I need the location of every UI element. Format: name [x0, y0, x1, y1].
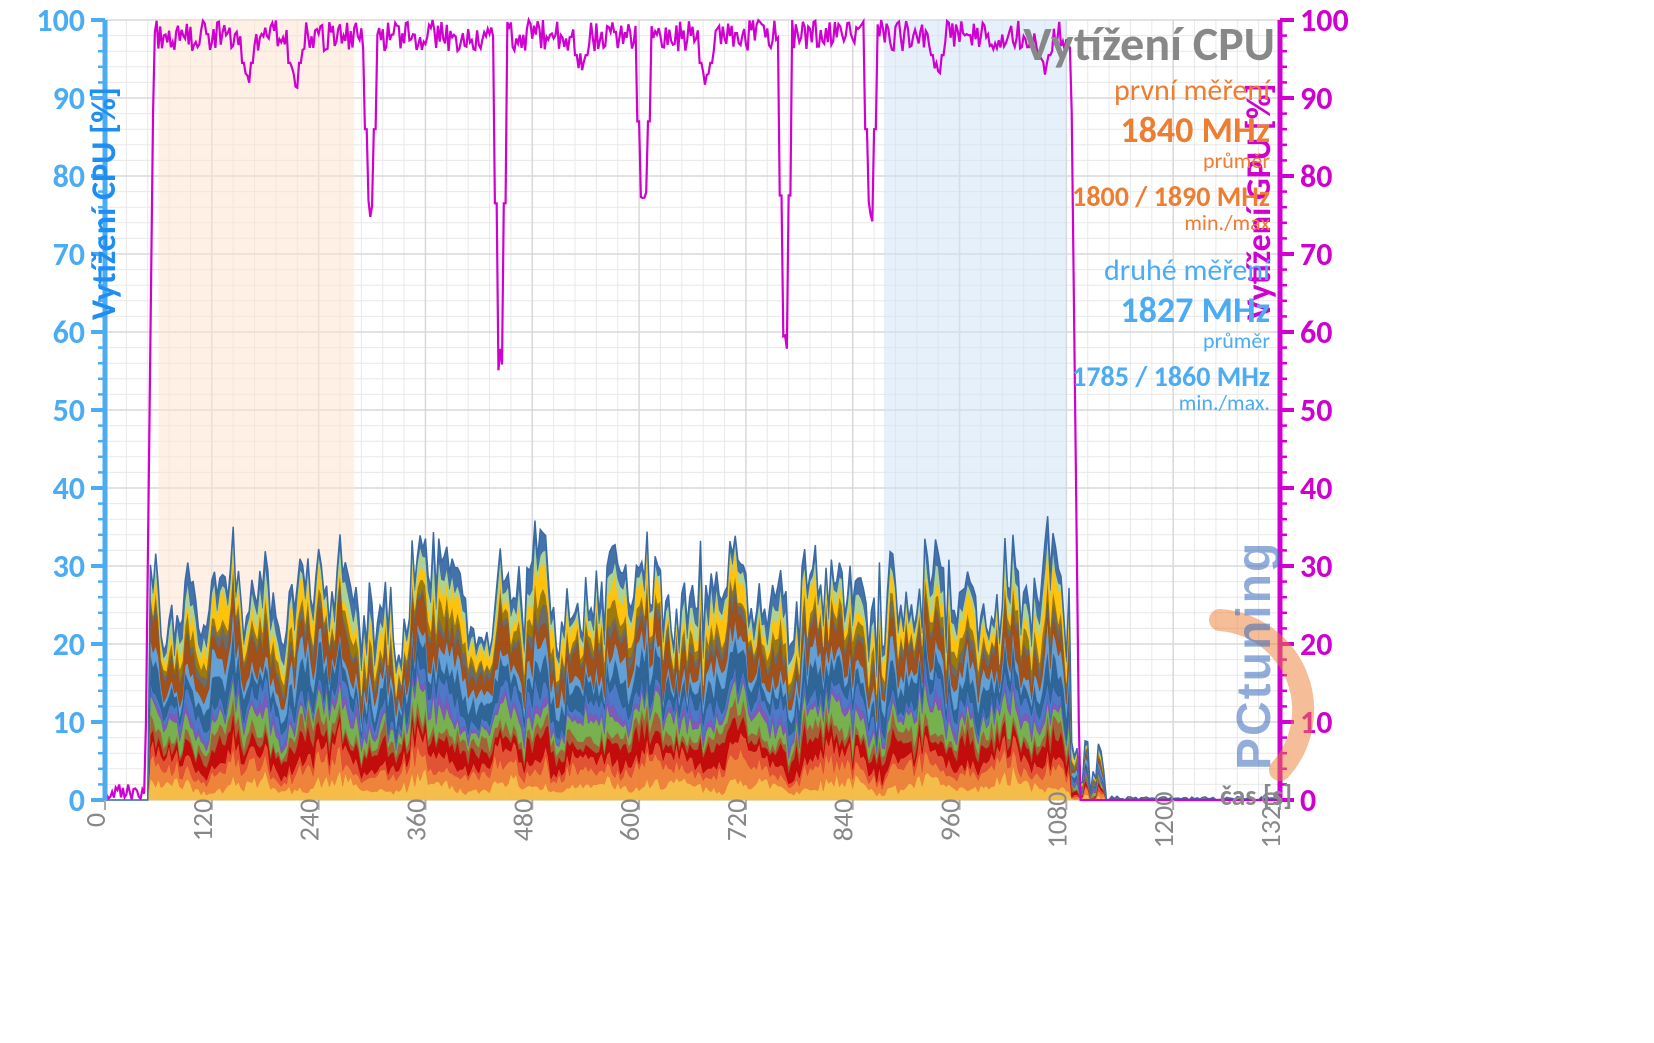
- y-right-tick-label: 50: [1300, 391, 1332, 430]
- x-tick-label: 720: [719, 799, 754, 842]
- annotation-second-sub1: průměr: [1203, 327, 1270, 354]
- annotation-first-sub2: min./max: [1184, 209, 1270, 236]
- y-left-tick-label: 100: [36, 1, 85, 40]
- y-right-tick-label: 80: [1300, 157, 1332, 196]
- annotation-first-value: 1840 MHz: [1120, 108, 1270, 152]
- x-tick-label: 1200: [1146, 792, 1181, 849]
- y-right-tick-label: 70: [1300, 235, 1332, 274]
- x-tick-label: 480: [505, 799, 540, 842]
- y-left-tick-label: 90: [53, 79, 85, 118]
- y-left-tick-label: 80: [53, 157, 85, 196]
- annotation-first-heading: první měření: [1114, 72, 1271, 109]
- annotation-second-heading: druhé měření: [1104, 252, 1271, 289]
- y-left-tick-label: 50: [53, 391, 85, 430]
- y-right-tick-label: 20: [1300, 625, 1332, 664]
- y-left-tick-label: 30: [53, 547, 85, 586]
- x-tick-label: 1080: [1039, 792, 1074, 849]
- x-axis-label: čas [s]: [1220, 778, 1292, 813]
- y-right-tick-label: 90: [1300, 79, 1332, 118]
- x-tick-label: 960: [933, 799, 968, 842]
- y-left-tick-label: 20: [53, 625, 85, 664]
- x-tick-label: 240: [292, 799, 327, 842]
- logo-text: PCtuning: [1228, 541, 1281, 770]
- y-right-tick-label: 40: [1300, 469, 1332, 508]
- x-tick-label: 360: [398, 799, 433, 842]
- y-right-tick-label: 30: [1300, 547, 1332, 586]
- x-tick-label: 840: [826, 799, 861, 842]
- y-left-tick-label: 70: [53, 235, 85, 274]
- x-tick-label: 0: [78, 813, 113, 827]
- y-left-tick-label: 10: [53, 703, 85, 742]
- chart-title: Vytížení CPU: [1023, 14, 1275, 73]
- annotation-first-sub1: průměr: [1203, 147, 1270, 174]
- y-left-tick-label: 40: [53, 469, 85, 508]
- annotation-second-value: 1827 MHz: [1120, 288, 1270, 332]
- y-right-tick-label: 60: [1300, 313, 1332, 352]
- y-right-tick-label: 100: [1300, 1, 1349, 40]
- annotation-second-sub2: min./max.: [1179, 389, 1270, 416]
- x-tick-label: 600: [612, 799, 647, 842]
- y-left-tick-label: 60: [53, 313, 85, 352]
- y-right-tick-label: 0: [1300, 781, 1316, 820]
- x-tick-label: 120: [185, 799, 220, 842]
- y-axis-left-label: Vytížení CPU [%]: [84, 87, 125, 320]
